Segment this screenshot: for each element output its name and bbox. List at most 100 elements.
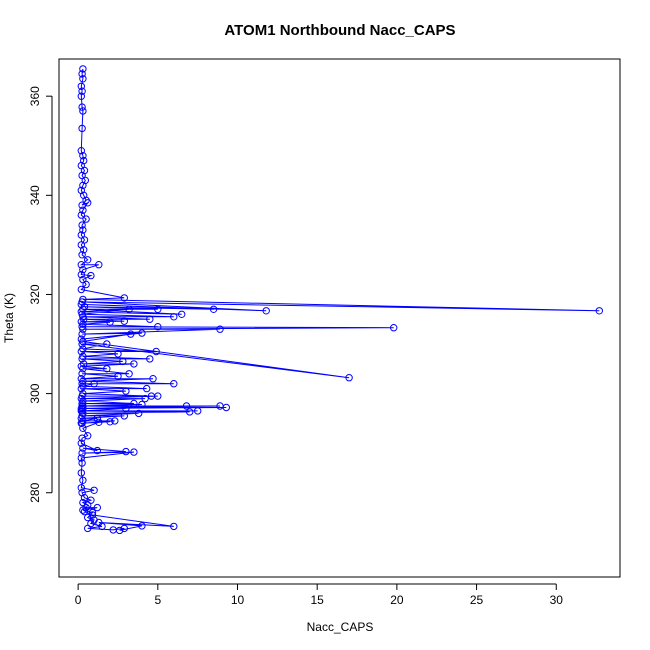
data-point — [93, 414, 102, 423]
data-point — [93, 503, 102, 512]
data-point — [80, 360, 88, 368]
data-point — [79, 226, 87, 234]
y-tick-label: 280 — [28, 482, 42, 502]
data-point — [77, 384, 86, 393]
data-point — [262, 307, 270, 315]
data-point — [80, 494, 89, 502]
data-point — [143, 384, 151, 393]
data-point — [78, 434, 86, 442]
y-axis-label: Theta (K) — [2, 293, 16, 343]
data-point — [79, 266, 87, 274]
data-point — [79, 107, 87, 115]
data-point — [80, 315, 88, 323]
data-point — [77, 285, 86, 294]
data-point — [78, 340, 86, 348]
data-point — [152, 347, 160, 356]
data-point — [125, 370, 133, 378]
data-point — [138, 400, 146, 409]
data-point — [77, 92, 86, 100]
data-point — [77, 82, 86, 91]
data-point — [114, 350, 122, 358]
data-point — [78, 251, 86, 259]
data-point — [77, 347, 86, 356]
data-point — [186, 408, 194, 416]
data-point — [77, 439, 86, 447]
data-point — [141, 394, 149, 403]
data-point — [122, 387, 130, 395]
data-point — [77, 270, 86, 279]
data-point — [595, 307, 603, 315]
data-point — [194, 407, 202, 415]
data-point — [135, 409, 143, 418]
data-point — [87, 271, 95, 280]
x-tick-label: 10 — [231, 593, 245, 607]
data-point — [79, 325, 87, 333]
data-point — [80, 507, 89, 516]
data-point — [88, 511, 97, 519]
data-point — [120, 317, 129, 325]
x-axis: 0 5 10 15 20 25 30 — [75, 583, 564, 607]
data-point — [77, 261, 86, 269]
x-tick-label: 20 — [390, 593, 404, 607]
x-tick-label: 25 — [470, 593, 484, 607]
data-point — [115, 526, 124, 535]
data-point — [79, 181, 87, 190]
data-point — [114, 372, 122, 380]
data-point — [78, 459, 86, 467]
data-point — [106, 418, 114, 426]
data-point — [78, 449, 86, 457]
data-point — [82, 215, 90, 223]
data-point — [79, 444, 87, 452]
data-point — [78, 103, 86, 111]
data-point — [182, 402, 191, 410]
data-point — [130, 360, 138, 368]
data-point — [216, 325, 224, 333]
data-point — [78, 330, 86, 338]
data-point — [103, 340, 111, 348]
data-point — [79, 65, 87, 73]
data-point — [78, 70, 86, 78]
x-axis-label: Nacc_CAPS — [307, 620, 374, 634]
data-point — [390, 324, 398, 332]
data-point — [95, 418, 103, 426]
x-tick-label: 5 — [154, 593, 161, 607]
data-point — [170, 522, 178, 531]
data-point — [130, 448, 138, 456]
data-point — [146, 315, 154, 323]
y-tick-label: 360 — [28, 86, 42, 106]
data-point — [170, 313, 178, 321]
y-tick-label: 320 — [28, 284, 42, 304]
data-point — [88, 508, 97, 517]
data-point — [178, 310, 186, 318]
data-point — [78, 355, 86, 363]
data-point — [79, 506, 87, 514]
data-point — [154, 305, 162, 313]
data-point — [209, 305, 218, 313]
data-point — [78, 221, 86, 229]
data-point — [120, 524, 129, 533]
data-point — [154, 392, 162, 400]
data-point — [127, 330, 135, 338]
data-point — [345, 374, 353, 382]
data-point — [222, 403, 231, 412]
plot-area-frame — [58, 58, 621, 578]
data-point — [154, 323, 162, 331]
data-point — [79, 206, 87, 214]
data-point — [77, 211, 86, 219]
data-point — [130, 399, 138, 408]
data-point — [95, 518, 103, 527]
data-point — [111, 417, 119, 425]
data-point — [90, 486, 98, 494]
data-point — [78, 124, 86, 133]
data-point — [79, 476, 87, 484]
data-point — [120, 412, 129, 420]
data-point — [106, 318, 114, 326]
data-point — [146, 355, 154, 363]
chart-title: ATOM1 Northbound Nacc_CAPS — [224, 22, 455, 39]
data-point — [120, 294, 129, 302]
data-point — [103, 365, 111, 373]
x-tick-label: 30 — [550, 593, 564, 607]
x-tick-label: 0 — [75, 593, 82, 607]
data-point — [149, 375, 157, 383]
